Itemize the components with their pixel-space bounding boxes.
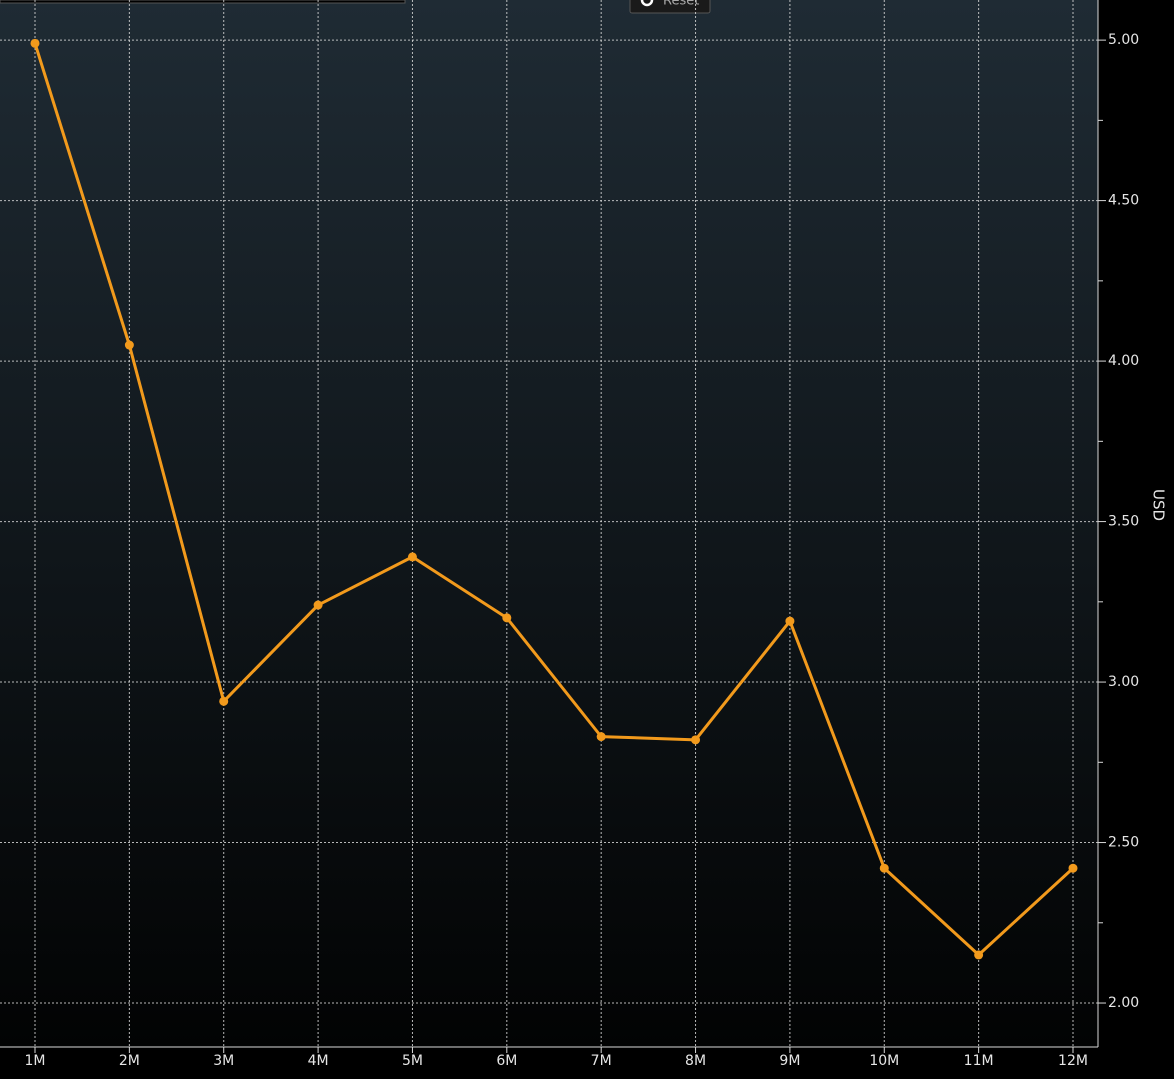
x-tick-label: 4M: [308, 1053, 329, 1069]
data-point: [502, 613, 512, 623]
x-tick-label: 12M: [1058, 1053, 1088, 1069]
x-tick-label: 1M: [25, 1053, 46, 1069]
data-point: [596, 732, 606, 742]
y-tick-label: 5.00: [1108, 32, 1139, 48]
data-point: [313, 600, 323, 610]
y-tick-label: 3.50: [1108, 514, 1139, 530]
data-point: [1068, 863, 1078, 873]
reset-button[interactable]: Reset: [629, 0, 711, 14]
x-tick-label: 9M: [779, 1053, 800, 1069]
x-tick-label: 3M: [213, 1053, 234, 1069]
x-tick-label: 6M: [496, 1053, 517, 1069]
y-tick-label: 2.00: [1108, 995, 1139, 1011]
data-point: [974, 950, 984, 960]
y-tick-label: 2.50: [1108, 835, 1139, 851]
data-point: [30, 38, 40, 48]
data-point: [407, 552, 417, 562]
x-tick-label: 7M: [591, 1053, 612, 1069]
x-tick-label: 2M: [119, 1053, 140, 1069]
y-tick-label: 4.50: [1108, 193, 1139, 209]
y-tick-label: 3.00: [1108, 674, 1139, 690]
x-tick-label: 8M: [685, 1053, 706, 1069]
reset-icon: [640, 0, 654, 7]
data-point: [124, 340, 134, 350]
top-panel: [0, 0, 406, 4]
x-tick-label: 11M: [964, 1053, 994, 1069]
data-point: [785, 616, 795, 626]
y-tick-label: 4.00: [1108, 353, 1139, 369]
data-point: [219, 696, 229, 706]
x-tick-label: 10M: [869, 1053, 899, 1069]
x-tick-label: 5M: [402, 1053, 423, 1069]
reset-label[interactable]: Reset: [663, 0, 699, 9]
data-point: [691, 735, 701, 745]
data-point: [879, 863, 889, 873]
y-axis-title: USD: [1150, 489, 1168, 521]
plot-background: [0, 0, 1098, 1047]
series-line: [33, 42, 1075, 957]
